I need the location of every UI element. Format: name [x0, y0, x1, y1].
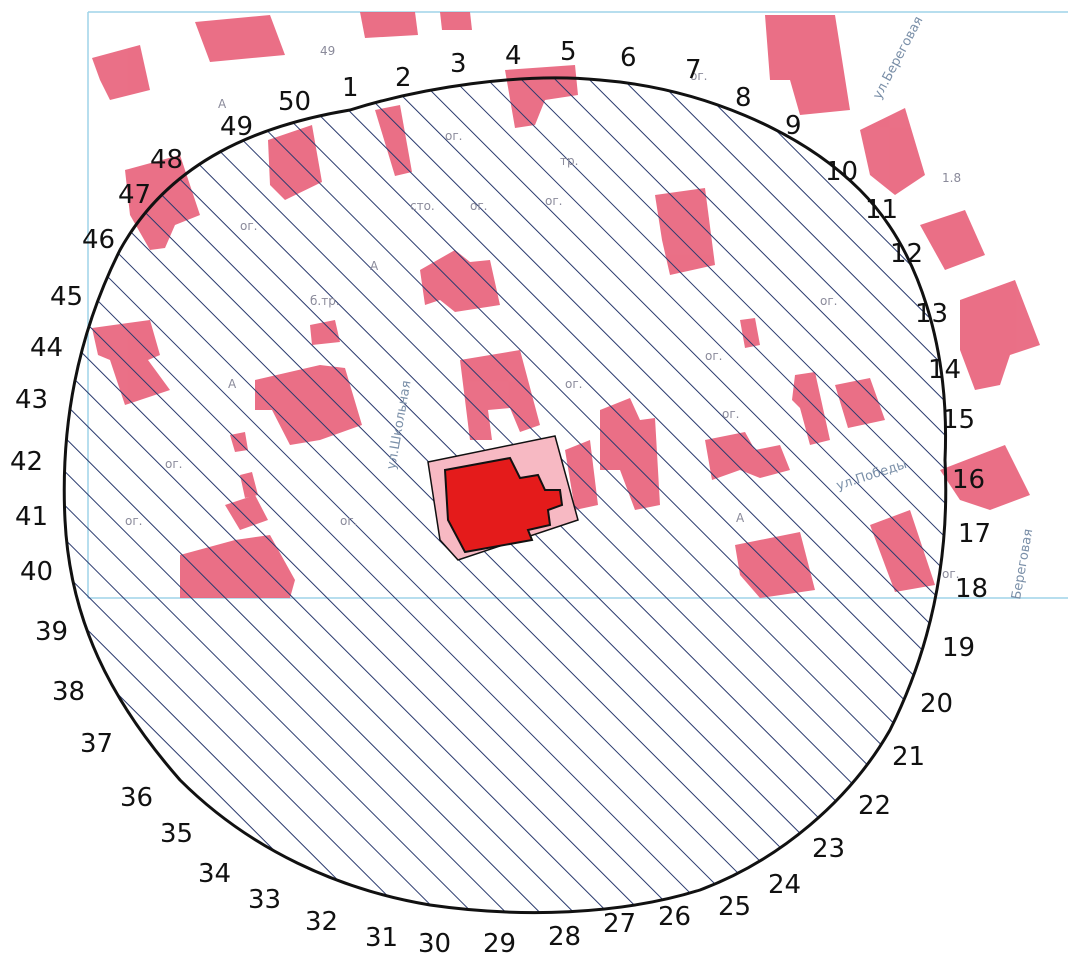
label-og-4: ог. [470, 199, 487, 213]
boundary-point-20: 20 [920, 689, 953, 719]
label-og-8: ог. [565, 377, 582, 391]
boundary-point-8: 8 [735, 83, 752, 113]
boundary-point-31: 31 [365, 923, 398, 953]
building [860, 108, 925, 195]
boundary-point-15: 15 [942, 405, 975, 435]
label-1-8: 1.8 [942, 171, 961, 185]
boundary-point-48: 48 [150, 145, 183, 175]
building [960, 280, 1040, 390]
boundary-point-40: 40 [20, 557, 53, 587]
label-og-10: ог. [165, 457, 182, 471]
label-og-9: ог. [722, 407, 739, 421]
boundary-point-36: 36 [120, 783, 153, 813]
boundary-point-28: 28 [548, 922, 581, 952]
boundary-point-16: 16 [952, 465, 985, 495]
boundary-point-39: 39 [35, 617, 68, 647]
label-a-4: А [736, 511, 745, 525]
building [360, 12, 418, 38]
label-og-5: ог. [240, 219, 257, 233]
boundary-point-2: 2 [395, 63, 412, 93]
label-og-2: ог. [445, 129, 462, 143]
label-tr: тр. [560, 154, 578, 168]
boundary-point-12: 12 [890, 239, 923, 269]
label-og-3: ог. [545, 194, 562, 208]
target-building [443, 456, 564, 554]
boundary-point-41: 41 [15, 502, 48, 532]
label-og-1: ог. [690, 69, 707, 83]
boundary-point-13: 13 [915, 299, 948, 329]
boundary-point-44: 44 [30, 333, 63, 363]
boundary-point-18: 18 [955, 574, 988, 604]
boundary-point-43: 43 [15, 385, 48, 415]
boundary-point-25: 25 [718, 892, 751, 922]
building [440, 12, 472, 30]
boundary-point-11: 11 [865, 195, 898, 225]
label-og-7: ог. [705, 349, 722, 363]
boundary-point-21: 21 [892, 742, 925, 772]
target-object [427, 435, 579, 561]
boundary-point-49: 49 [220, 112, 253, 142]
boundary-point-45: 45 [50, 282, 83, 312]
boundary-point-32: 32 [305, 907, 338, 937]
boundary-point-3: 3 [450, 49, 467, 79]
boundary-point-19: 19 [942, 633, 975, 663]
boundary-point-5: 5 [560, 37, 577, 67]
boundary-point-37: 37 [80, 729, 113, 759]
label-a-2: А [370, 259, 379, 273]
building [765, 15, 850, 115]
boundary-point-labels: 1 2 3 4 5 6 7891011121314151617181920212223242… [10, 37, 991, 958]
street-beregovaya-right: Береговая [1009, 528, 1036, 601]
label-og-13: ог. [942, 567, 959, 581]
street-beregovaya-top: ул.Береговая [870, 14, 926, 102]
boundary-point-33: 33 [248, 885, 281, 915]
label-49-top: 49 [320, 44, 335, 58]
boundary-point-34: 34 [198, 859, 231, 889]
boundary-point-22: 22 [858, 791, 891, 821]
label-og-6: ог. [820, 294, 837, 308]
building [92, 45, 150, 100]
boundary-point-9: 9 [785, 111, 802, 141]
building [195, 15, 285, 62]
boundary-point-50: 50 [278, 87, 311, 117]
boundary-point-38: 38 [52, 677, 85, 707]
boundary-point-46: 46 [82, 225, 115, 255]
boundary-point-27: 27 [603, 909, 636, 939]
map-annotations: 49 1.8 ог. ог. ог. ог. ог. ог. ог. ог. о… [125, 44, 961, 581]
boundary-point-17: 17 [958, 519, 991, 549]
boundary-point-30: 30 [418, 929, 451, 958]
building [940, 445, 1030, 510]
label-sto: сто. [410, 199, 435, 213]
label-og-11: ог. [125, 514, 142, 528]
boundary-point-35: 35 [160, 819, 193, 849]
boundary-point-23: 23 [812, 834, 845, 864]
label-btr: б.тр. [310, 294, 340, 308]
building [920, 210, 985, 270]
boundary-point-7: 7 [685, 55, 702, 85]
boundary-point-4: 4 [505, 41, 522, 71]
boundary-point-42: 42 [10, 447, 43, 477]
label-a-3: А [228, 377, 237, 391]
boundary-point-1: 1 [342, 73, 359, 103]
boundary-point-47: 47 [118, 180, 151, 210]
label-a-1: А [218, 97, 227, 111]
boundary-point-6: 6 [620, 43, 637, 73]
boundary-point-29: 29 [483, 929, 516, 958]
boundary-point-10: 10 [825, 157, 858, 187]
boundary-point-26: 26 [658, 902, 691, 932]
boundary-point-24: 24 [768, 870, 801, 900]
label-og-12: ог. [340, 514, 357, 528]
boundary-point-14: 14 [928, 355, 961, 385]
